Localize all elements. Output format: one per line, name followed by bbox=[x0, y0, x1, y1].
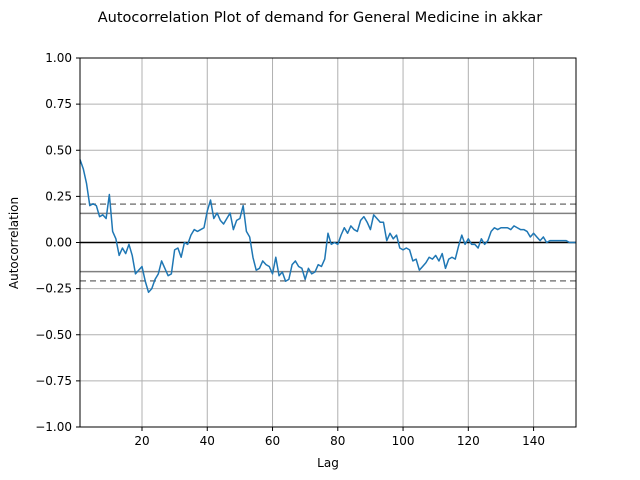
y-tick-label: 0.50 bbox=[45, 143, 72, 157]
series-group bbox=[79, 159, 576, 294]
y-tick-label: 0.25 bbox=[45, 189, 72, 203]
y-tick-label: 0.75 bbox=[45, 97, 72, 111]
x-tick-label: 80 bbox=[330, 434, 345, 448]
y-tick-label: 1.00 bbox=[45, 51, 72, 65]
x-tick-label: 60 bbox=[265, 434, 280, 448]
x-axis-label: Lag bbox=[317, 456, 339, 470]
y-axis-label: Autocorrelation bbox=[7, 197, 21, 289]
y-tick-label: −0.75 bbox=[35, 374, 72, 388]
x-tick-label: 40 bbox=[200, 434, 215, 448]
y-axis-ticks: −1.00 −0.75 −0.50 −0.25 0.00 0.25 0.50 0.75 1.00 bbox=[35, 51, 80, 434]
chart-title: Autocorrelation Plot of demand for Gener… bbox=[98, 10, 543, 26]
x-tick-label: 120 bbox=[457, 434, 480, 448]
y-tick-label: −0.50 bbox=[35, 328, 72, 342]
x-axis-ticks: 20 40 60 80 100 120 140 bbox=[134, 427, 545, 448]
reference-lines bbox=[80, 203, 576, 282]
x-tick-label: 140 bbox=[522, 434, 545, 448]
y-tick-label: −1.00 bbox=[35, 420, 72, 434]
x-tick-label: 100 bbox=[392, 434, 415, 448]
y-tick-label: −0.25 bbox=[35, 282, 72, 296]
x-tick-label: 20 bbox=[134, 434, 149, 448]
autocorrelation-series-line bbox=[79, 159, 576, 294]
y-tick-label: 0.00 bbox=[45, 236, 72, 250]
